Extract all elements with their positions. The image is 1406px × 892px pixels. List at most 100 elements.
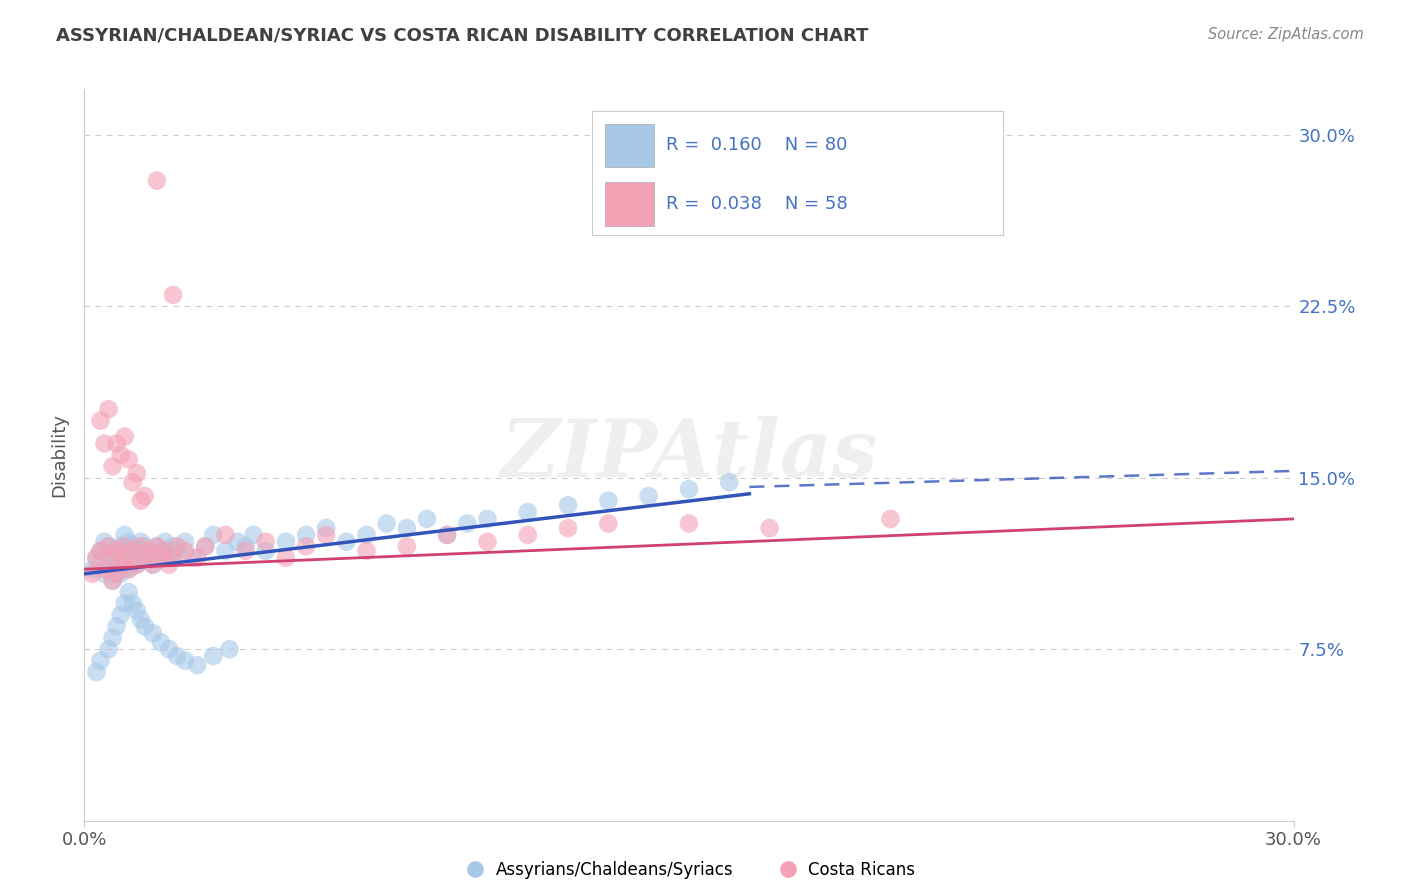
- Point: [598, 516, 620, 531]
- Y-axis label: Disability: Disability: [51, 413, 69, 497]
- Point: [82, 566, 104, 581]
- Point: [114, 429, 136, 443]
- Point: [121, 597, 143, 611]
- Point: [157, 642, 180, 657]
- Point: [93, 436, 115, 450]
- Point: [598, 493, 620, 508]
- Point: [218, 642, 240, 657]
- Point: [86, 550, 108, 565]
- Point: [166, 539, 188, 553]
- Point: [121, 539, 143, 553]
- Point: [436, 528, 458, 542]
- Point: [186, 550, 208, 565]
- Point: [356, 528, 378, 542]
- Point: [142, 626, 165, 640]
- Point: [416, 512, 439, 526]
- Point: [166, 649, 188, 664]
- Point: [138, 544, 160, 558]
- Point: [93, 566, 115, 581]
- Point: [315, 528, 337, 542]
- Point: [214, 544, 236, 558]
- Point: [149, 550, 172, 565]
- Point: [516, 505, 538, 519]
- Point: [121, 475, 143, 490]
- Point: [110, 448, 132, 462]
- Point: [153, 544, 176, 558]
- Point: [89, 544, 111, 558]
- Point: [121, 550, 143, 565]
- Point: [110, 558, 132, 572]
- Point: [134, 539, 156, 553]
- Point: [110, 566, 132, 581]
- Point: [125, 558, 148, 572]
- Point: [134, 550, 156, 565]
- Point: [166, 544, 188, 558]
- Point: [129, 613, 152, 627]
- Point: [118, 585, 141, 599]
- Point: [436, 528, 458, 542]
- Point: [235, 539, 257, 553]
- Point: [718, 475, 741, 490]
- Point: [557, 498, 579, 512]
- Point: [101, 550, 124, 565]
- Point: [82, 562, 104, 576]
- Point: [93, 562, 115, 576]
- Point: [274, 534, 297, 549]
- Point: [105, 562, 128, 576]
- Point: [356, 544, 378, 558]
- Point: [456, 516, 478, 531]
- Point: [118, 452, 141, 467]
- Point: [678, 482, 700, 496]
- Point: [295, 528, 318, 542]
- Point: [162, 550, 184, 565]
- Text: ASSYRIAN/CHALDEAN/SYRIAC VS COSTA RICAN DISABILITY CORRELATION CHART: ASSYRIAN/CHALDEAN/SYRIAC VS COSTA RICAN …: [56, 27, 869, 45]
- Point: [477, 512, 499, 526]
- Point: [395, 539, 418, 553]
- Text: Source: ZipAtlas.com: Source: ZipAtlas.com: [1208, 27, 1364, 42]
- Point: [114, 539, 136, 553]
- Point: [101, 631, 124, 645]
- Point: [153, 544, 176, 558]
- Point: [129, 493, 152, 508]
- Point: [194, 539, 217, 553]
- Point: [110, 539, 132, 553]
- Point: [125, 544, 148, 558]
- Point: [134, 489, 156, 503]
- Point: [516, 528, 538, 542]
- Point: [86, 665, 108, 679]
- Point: [125, 558, 148, 572]
- Point: [142, 558, 165, 572]
- Point: [101, 550, 124, 565]
- Point: [254, 544, 277, 558]
- Point: [138, 544, 160, 558]
- Point: [97, 539, 120, 553]
- Point: [879, 512, 901, 526]
- Point: [118, 562, 141, 576]
- Point: [149, 635, 172, 649]
- Point: [153, 534, 176, 549]
- Point: [110, 607, 132, 622]
- Legend: Assyrians/Chaldeans/Syriacs, Costa Ricans: Assyrians/Chaldeans/Syriacs, Costa Rican…: [456, 855, 922, 886]
- Point: [129, 539, 152, 553]
- Point: [477, 534, 499, 549]
- Point: [375, 516, 398, 531]
- Point: [174, 654, 197, 668]
- Point: [125, 466, 148, 480]
- Point: [97, 402, 120, 417]
- Point: [162, 539, 184, 553]
- Point: [93, 534, 115, 549]
- Point: [101, 574, 124, 588]
- Point: [146, 539, 169, 553]
- Point: [202, 649, 225, 664]
- Point: [114, 558, 136, 572]
- Point: [105, 544, 128, 558]
- Point: [637, 489, 659, 503]
- Point: [97, 539, 120, 553]
- Point: [335, 534, 357, 549]
- Point: [242, 528, 264, 542]
- Point: [295, 539, 318, 553]
- Point: [118, 562, 141, 576]
- Point: [114, 597, 136, 611]
- Point: [758, 521, 780, 535]
- Point: [202, 528, 225, 542]
